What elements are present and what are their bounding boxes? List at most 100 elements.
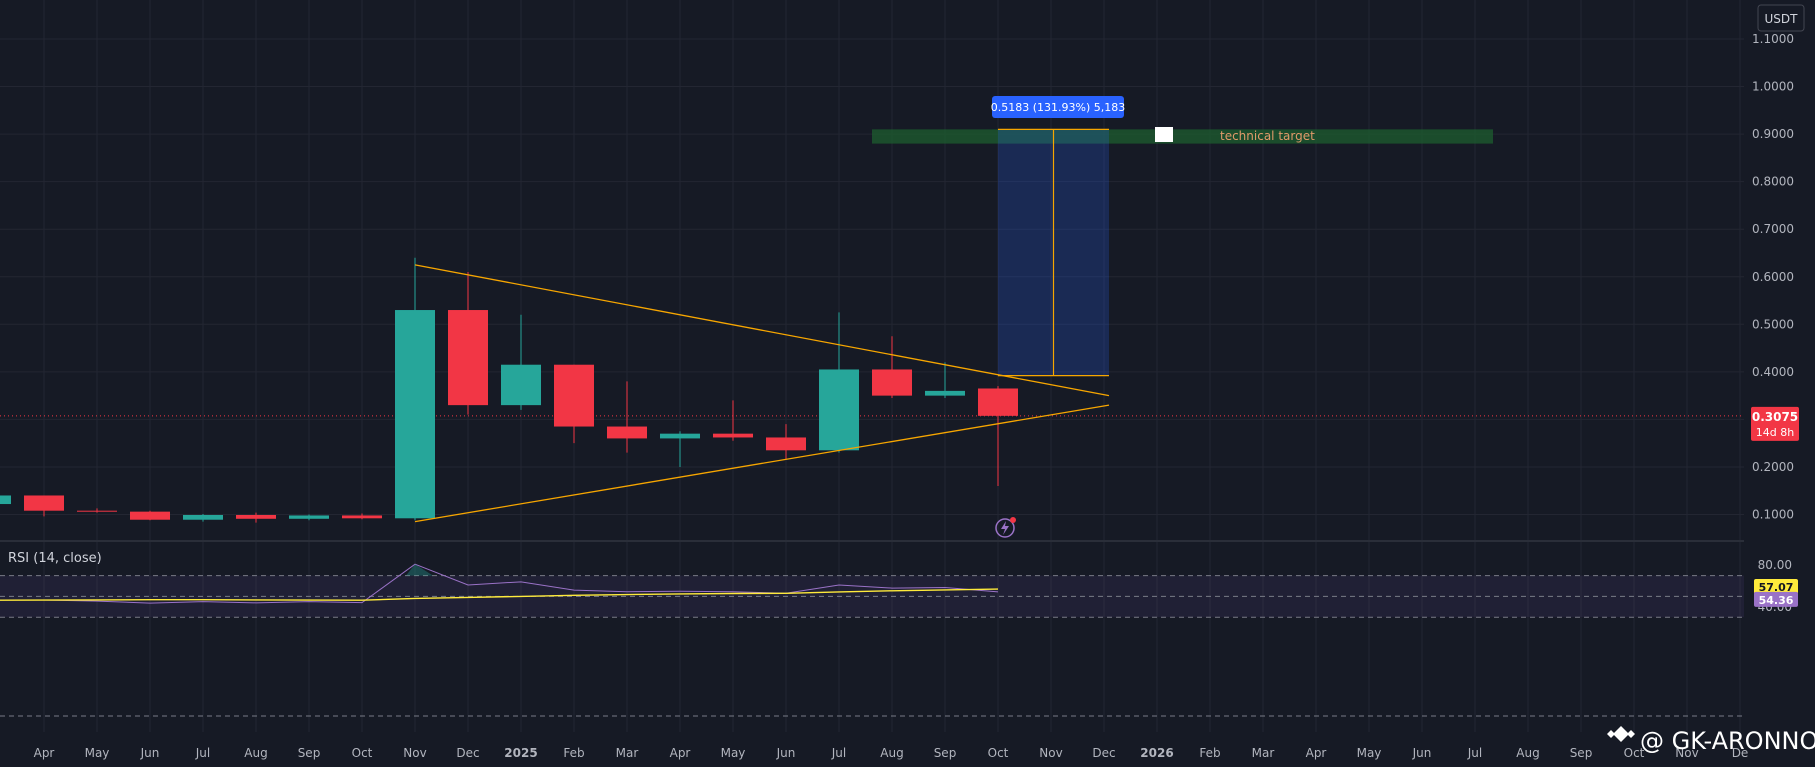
candle[interactable] — [713, 400, 753, 441]
x-tick-label: Jun — [1412, 746, 1432, 760]
candle-body — [872, 369, 912, 396]
rsi-ma-line — [0, 588, 999, 601]
target-label-text: technical target — [1220, 129, 1315, 143]
y-tick-label: 1.1000 — [1752, 32, 1794, 46]
y-tick-label: 0.7000 — [1752, 222, 1794, 236]
x-tick-label: Feb — [563, 746, 584, 760]
x-tick-label: Aug — [1516, 746, 1539, 760]
x-tick-label: May — [85, 746, 110, 760]
candle[interactable] — [978, 386, 1018, 486]
drawing-zones — [0, 128, 1744, 417]
measure-label[interactable]: 0.5183 (131.93%) 5,183 — [991, 96, 1126, 118]
candle[interactable] — [0, 495, 11, 505]
candle-body — [342, 515, 382, 519]
candle[interactable] — [236, 512, 276, 523]
y-tick-label: 0.1000 — [1752, 508, 1794, 522]
x-tick-label: 2026 — [1140, 746, 1173, 760]
x-tick-label: De — [1732, 746, 1749, 760]
rsi-value-badge — [1754, 579, 1798, 595]
rsi-title[interactable]: RSI (14, close) — [8, 551, 102, 566]
candle[interactable] — [607, 381, 647, 453]
candle[interactable] — [77, 508, 117, 513]
y-tick-label: 0.2000 — [1752, 460, 1794, 474]
candle-body — [501, 364, 541, 406]
candle[interactable] — [554, 364, 594, 444]
candle[interactable] — [289, 514, 329, 521]
rsi-value-text: 57.07 — [1759, 581, 1794, 594]
candle[interactable] — [448, 271, 488, 415]
candle-body — [713, 433, 753, 438]
candle[interactable] — [24, 495, 64, 517]
rsi-panel — [0, 575, 1744, 717]
alert-icon[interactable] — [995, 517, 1016, 538]
candlestick-series — [0, 257, 1018, 523]
x-tick-label: Sep — [298, 746, 321, 760]
candle-body — [766, 437, 806, 451]
x-tick-label: Feb — [1199, 746, 1220, 760]
x-tick-label: Dec — [1092, 746, 1115, 760]
candle-body — [925, 390, 965, 396]
x-tick-label: Jul — [831, 746, 846, 760]
x-tick-label: Aug — [880, 746, 903, 760]
lightning-icon — [995, 518, 1015, 538]
trendlines — [414, 264, 1110, 523]
x-tick-label: Aug — [244, 746, 267, 760]
last-price-badge — [1751, 406, 1799, 441]
candle[interactable] — [660, 431, 700, 467]
target-label[interactable]: technical target — [1155, 127, 1315, 143]
y-tick-label: 1.0000 — [1752, 80, 1794, 94]
trendline[interactable] — [414, 404, 1110, 523]
target-zone[interactable] — [872, 129, 1493, 144]
candle[interactable] — [872, 336, 912, 399]
candle-body — [819, 369, 859, 451]
flag-icon — [1155, 127, 1173, 142]
candle[interactable] — [925, 362, 965, 399]
currency-button[interactable]: USDT — [1757, 4, 1805, 32]
lightning-bolt-icon — [1001, 521, 1009, 535]
x-tick-label: Nov — [1039, 746, 1062, 760]
y-tick-label: 0.9000 — [1752, 127, 1794, 141]
candle-body — [554, 364, 594, 427]
x-tick-label: 2025 — [504, 746, 537, 760]
candle-body — [77, 510, 117, 512]
watermark: @ GK-ARONNO — [1607, 726, 1815, 755]
y-tick-label: 0.5000 — [1752, 317, 1794, 331]
candle-body — [0, 495, 11, 505]
x-tick-label: Nov — [403, 746, 426, 760]
last-price-value: 0.3075 — [1752, 410, 1798, 424]
x-tick-label: Mar — [1252, 746, 1275, 760]
candle-body — [395, 310, 435, 519]
measure-label-box — [992, 96, 1124, 118]
rsi-overbought-fill — [406, 564, 433, 576]
x-tick-label: Jul — [195, 746, 210, 760]
y-tick-label: 0.8000 — [1752, 175, 1794, 189]
x-tick-label: Mar — [616, 746, 639, 760]
candle-body — [289, 515, 329, 519]
rsi-series — [0, 563, 999, 604]
candle[interactable] — [395, 257, 435, 521]
candle[interactable] — [183, 514, 223, 522]
y-tick-label: 0.4000 — [1752, 365, 1794, 379]
candle[interactable] — [130, 510, 170, 521]
last-price-countdown: 14d 8h — [1756, 426, 1794, 439]
x-tick-label: Apr — [1306, 746, 1327, 760]
candle[interactable] — [501, 314, 541, 410]
candle-body — [448, 310, 488, 406]
trendline[interactable] — [414, 264, 1110, 397]
candle-body — [130, 511, 170, 520]
candle-body — [607, 426, 647, 439]
candle[interactable] — [766, 424, 806, 460]
candle[interactable] — [819, 312, 859, 453]
notification-dot-icon — [1010, 517, 1016, 523]
x-tick-label: Oct — [1624, 746, 1645, 760]
candle-body — [236, 514, 276, 519]
candle-body — [978, 388, 1018, 416]
candle[interactable] — [342, 513, 382, 520]
y-tick-label: 0.6000 — [1752, 270, 1794, 284]
watermark-text: @ GK-ARONNO — [1640, 727, 1815, 755]
x-tick-label: May — [1357, 746, 1382, 760]
rsi-line — [0, 563, 999, 604]
